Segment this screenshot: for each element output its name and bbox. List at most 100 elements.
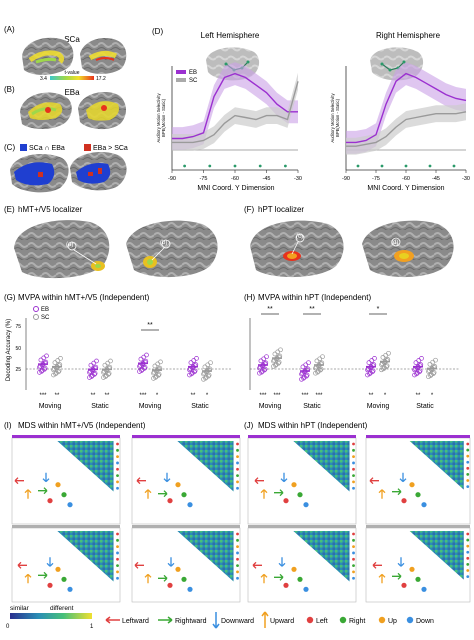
g-ytick-50: 50 bbox=[15, 346, 21, 352]
rdm-matrix bbox=[57, 441, 114, 492]
g-legend-sc: SC bbox=[41, 315, 50, 321]
mds-cbar-max: 1 bbox=[90, 624, 94, 630]
rdm-row-dot bbox=[116, 551, 119, 555]
roi-marker bbox=[452, 164, 456, 168]
subject-point bbox=[313, 365, 318, 371]
subject-point bbox=[155, 361, 161, 367]
upward-arrow-icon bbox=[261, 611, 269, 628]
mds-dot bbox=[303, 502, 309, 508]
mds-dot bbox=[409, 482, 415, 488]
roi-marker bbox=[208, 164, 212, 168]
g-sig-top: ** bbox=[147, 322, 153, 329]
marker-a: (a) bbox=[66, 242, 73, 248]
roi-marker bbox=[380, 164, 384, 168]
legend-right: Right bbox=[349, 618, 365, 625]
rdm-row-dot bbox=[236, 564, 239, 567]
g-legend-eb: EB bbox=[41, 307, 49, 313]
subject-point bbox=[386, 350, 391, 356]
mds-dot bbox=[291, 566, 297, 572]
mds-arrow-icon bbox=[260, 573, 268, 584]
brain-f-left: (c) bbox=[250, 220, 344, 278]
subject-point bbox=[206, 373, 211, 379]
left-sc-line bbox=[172, 81, 299, 144]
significance-star: * bbox=[431, 393, 434, 399]
panel-f-title: hPT localizer bbox=[258, 205, 304, 214]
g-group-static-2: Static bbox=[191, 403, 209, 410]
subject-point bbox=[137, 364, 142, 369]
rdm-row-dot bbox=[466, 550, 470, 554]
roi-marker bbox=[356, 164, 360, 168]
marker-d: (d) bbox=[391, 240, 398, 246]
left-eb-band bbox=[172, 62, 298, 151]
subject-point bbox=[318, 367, 323, 373]
panel-c-label: (C) bbox=[4, 143, 15, 152]
panel-a-brain-right bbox=[80, 38, 127, 74]
colorbar-title: t-value bbox=[64, 70, 79, 76]
subject-point bbox=[141, 354, 147, 360]
rdm-row-dot bbox=[236, 442, 239, 446]
mds-arrow-icon bbox=[14, 477, 24, 485]
subject-point bbox=[101, 370, 106, 375]
left-legend-sc: SC bbox=[189, 78, 198, 84]
rdm-row-dot bbox=[236, 461, 239, 465]
mds-dot bbox=[297, 576, 303, 582]
subject-point bbox=[106, 372, 111, 377]
left-ylabel-1: Auditory Motion Selectivity bbox=[156, 93, 161, 143]
subject-point bbox=[427, 361, 433, 367]
subject-point bbox=[370, 369, 375, 375]
rdm-row-dot bbox=[352, 455, 355, 459]
left-legend-sc-swatch bbox=[176, 78, 186, 82]
leftward-arrow-icon bbox=[105, 616, 120, 624]
mds-dot bbox=[167, 498, 173, 504]
rdm-row-dot bbox=[466, 532, 470, 536]
mds-arrow-icon bbox=[274, 489, 284, 497]
roi-marker bbox=[183, 164, 187, 168]
mds-arrow-icon bbox=[369, 477, 379, 485]
legend-upward: Upward bbox=[270, 618, 294, 625]
rdm-row-dot bbox=[352, 448, 355, 452]
mds-group-bar bbox=[248, 435, 356, 438]
mds-arrow-icon bbox=[278, 557, 286, 567]
mds-dot bbox=[297, 492, 303, 498]
mds-dot bbox=[421, 586, 427, 592]
subject-point bbox=[306, 360, 311, 366]
significance-star: ** bbox=[105, 393, 110, 399]
g-group-static-1: Static bbox=[91, 403, 109, 410]
subject-point bbox=[38, 357, 44, 363]
subject-point bbox=[58, 356, 63, 361]
left-dot-icon bbox=[306, 616, 314, 624]
panel-a-title: SCa bbox=[64, 35, 80, 44]
panel-d-label: (D) bbox=[152, 27, 163, 36]
legend-downward: Downward bbox=[221, 618, 254, 625]
panel-g-title: MVPA within hMT+/V5 (Independent) bbox=[18, 293, 150, 302]
mds-dot bbox=[283, 582, 289, 588]
mds-group-bar bbox=[12, 525, 120, 528]
subject-point bbox=[88, 362, 94, 368]
panel-j-label: (J) bbox=[244, 421, 254, 430]
subject-point bbox=[258, 358, 264, 364]
brain-e-left: (a) bbox=[14, 220, 110, 279]
subject-point bbox=[419, 356, 424, 361]
legend-left: Left bbox=[316, 618, 328, 625]
mds-arrow-icon bbox=[274, 573, 284, 581]
mds-dot bbox=[415, 576, 421, 582]
subject-point bbox=[275, 349, 281, 355]
significance-star: ** bbox=[416, 393, 421, 399]
significance-star: * bbox=[384, 393, 387, 399]
right-hemisphere-title: Right Hemisphere bbox=[376, 31, 441, 40]
rdm-row-dot bbox=[352, 486, 355, 490]
significance-star: *** bbox=[259, 393, 267, 399]
rdm-row-dot bbox=[236, 448, 239, 452]
right-xlabel: MNI Coord. Y Dimension bbox=[367, 185, 444, 192]
mds-dot bbox=[181, 576, 187, 582]
rdm-row-dot bbox=[466, 556, 470, 560]
rdm-row-dot bbox=[236, 576, 239, 580]
g-ylabel: Decoding Accuracy (%) bbox=[6, 319, 12, 381]
panel-c-brain-left bbox=[10, 154, 69, 193]
mds-dot bbox=[55, 566, 61, 572]
subject-point bbox=[87, 370, 92, 375]
subject-point bbox=[320, 354, 325, 360]
rdm-row-dot bbox=[466, 460, 470, 464]
mds-arrow-icon bbox=[134, 561, 144, 569]
